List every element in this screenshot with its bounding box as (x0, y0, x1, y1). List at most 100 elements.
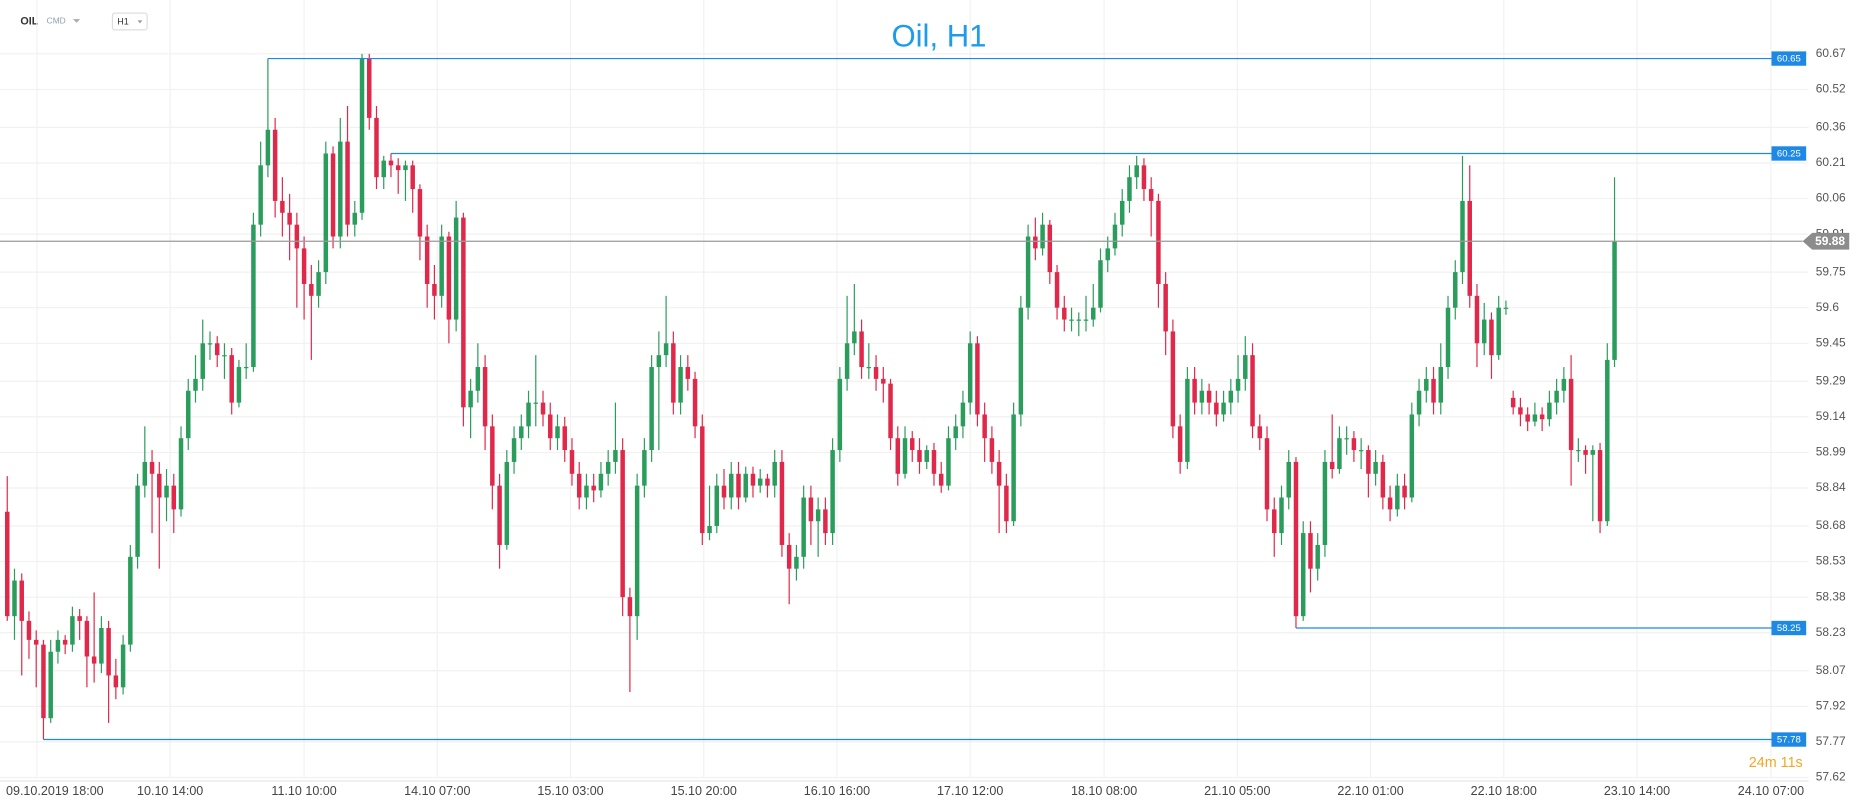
x-tick-label: 22.10 01:00 (1337, 784, 1403, 798)
x-tick-label: 10.10 14:00 (137, 784, 203, 798)
candle-body (301, 248, 307, 284)
candle-body (1004, 485, 1009, 522)
candle-body (193, 378, 198, 391)
y-tick-label: 57.92 (1816, 698, 1846, 712)
timeframe-arrow[interactable] (137, 20, 143, 24)
candle-body (171, 485, 177, 510)
candle-body (1119, 200, 1125, 225)
candle-body (1344, 438, 1349, 440)
candle-body (497, 485, 502, 545)
candle-body (374, 117, 379, 178)
timeframe-select[interactable] (111, 12, 148, 31)
candle-body (1525, 414, 1530, 422)
candle-body (1025, 236, 1031, 308)
candle-body (345, 141, 350, 225)
x-tick-label: 15.10 20:00 (671, 784, 737, 798)
market: CMD (47, 16, 66, 26)
candle-body (1568, 378, 1574, 451)
candle-body (605, 461, 611, 474)
candle-body (1308, 533, 1313, 569)
candle-body (461, 217, 466, 408)
candle-body (403, 165, 408, 171)
candle-body (562, 426, 567, 451)
y-tick-label: 58.84 (1816, 480, 1846, 494)
y-tick-label: 58.99 (1816, 445, 1846, 459)
candle-body (1250, 355, 1255, 427)
candle-body (1134, 165, 1139, 178)
candle-body (613, 450, 618, 462)
candle-body (1047, 224, 1053, 273)
candle-body (330, 153, 336, 237)
candle-body (1214, 402, 1219, 415)
candle-body (1373, 461, 1378, 474)
y-tick-label: 58.23 (1816, 625, 1846, 639)
candle-body (178, 438, 184, 510)
header: OIL CMD H1 (20, 12, 148, 31)
candle-body (424, 236, 430, 284)
level-label: 60.65 (1777, 54, 1801, 65)
candle-body (526, 402, 531, 427)
candle-body (1395, 485, 1400, 510)
candle-body (1257, 426, 1263, 439)
candle-body (207, 343, 213, 345)
candle-body (1163, 283, 1168, 332)
candle-body (533, 402, 539, 404)
candle-body (671, 343, 676, 403)
candle-body (931, 450, 937, 474)
candle-body (62, 639, 68, 645)
candle-body (1583, 450, 1588, 455)
x-tick-label: 15.10 03:00 (537, 784, 603, 798)
candle-body (446, 236, 452, 320)
candle-body (294, 224, 300, 249)
candle-body (794, 556, 799, 569)
candle-body (55, 639, 61, 652)
candle-body (1510, 397, 1516, 408)
candle-body (801, 497, 806, 557)
candle-body (395, 165, 401, 171)
candle-body (1235, 378, 1241, 391)
candle-body (989, 438, 995, 462)
candle-body (511, 438, 517, 462)
candle-body (48, 651, 53, 719)
candle-body (1590, 450, 1596, 455)
candle-body (1605, 359, 1610, 522)
candle-body (504, 461, 510, 545)
candle-body (1199, 390, 1205, 403)
timeframe[interactable]: H1 (117, 17, 128, 27)
candle-body (128, 556, 133, 645)
x-tick-label: 16.10 16:00 (804, 784, 870, 798)
candle-body (837, 378, 843, 451)
candle-body (960, 402, 966, 427)
y-tick-label: 59.45 (1816, 335, 1846, 349)
candle-body (649, 367, 654, 451)
x-tick-label: 17.10 12:00 (937, 784, 1003, 798)
candle-body (482, 367, 488, 427)
candle-body (1228, 390, 1234, 403)
candle-body (1489, 319, 1494, 356)
candle-body (707, 525, 712, 534)
symbol-dropdown-arrow[interactable] (72, 19, 81, 23)
candle-body (1315, 544, 1320, 569)
current-price-label: 59.88 (1815, 234, 1845, 248)
candle-body (714, 485, 720, 526)
candle-body (750, 473, 756, 486)
candle-body (1402, 485, 1407, 498)
candle-body (120, 644, 126, 688)
candle-body (598, 473, 604, 491)
candle-body (19, 580, 24, 621)
candle-body (135, 485, 140, 557)
y-tick-label: 58.68 (1816, 518, 1846, 532)
candle-body (895, 438, 901, 474)
candle-body (1329, 461, 1335, 470)
candle-body (1243, 355, 1248, 379)
x-tick-label: 09.10.2019 18:00 (6, 784, 104, 798)
candle-body (26, 620, 32, 640)
candle-body (432, 283, 437, 296)
symbol[interactable]: OIL (20, 15, 38, 27)
candle-body (164, 485, 169, 498)
candle-body (1156, 200, 1161, 284)
candle-body (772, 461, 777, 486)
candle-body (12, 580, 17, 617)
candle-body (1127, 177, 1132, 201)
candle-body (338, 141, 343, 237)
